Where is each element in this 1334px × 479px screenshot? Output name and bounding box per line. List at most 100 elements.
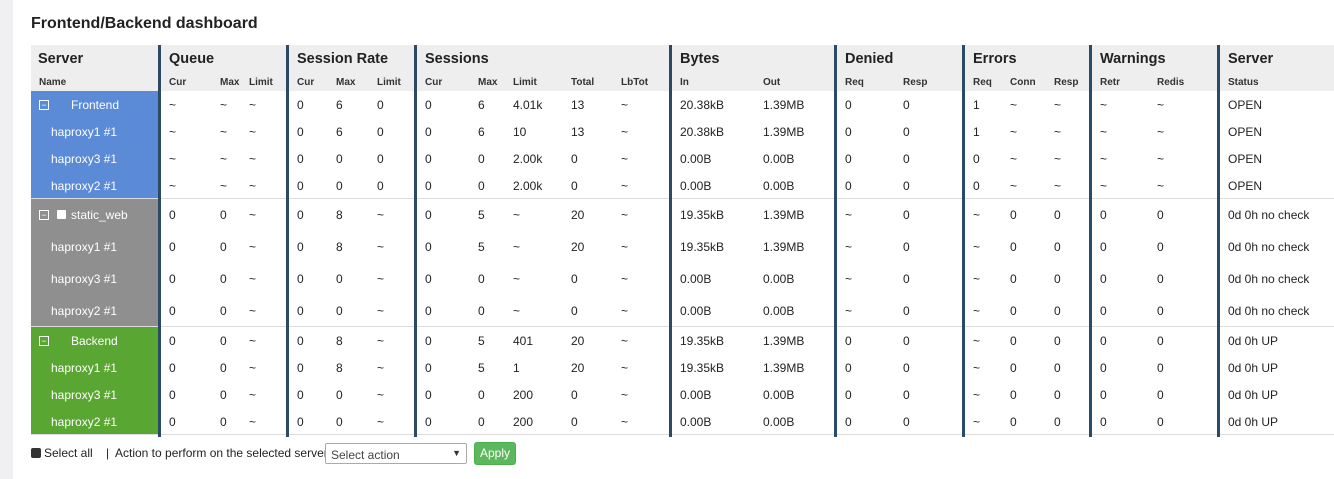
- cell-denied-resp: 0: [903, 208, 910, 222]
- cell-sessions-cur: 0: [425, 240, 432, 254]
- chevron-down-icon: ▼: [452, 448, 461, 458]
- cell-errors-resp: 0: [1054, 414, 1061, 429]
- cell-server-status: OPEN: [1228, 151, 1263, 166]
- server-name[interactable]: haproxy2 #1: [51, 414, 118, 429]
- cell-server-status: 0d 0h no check: [1228, 208, 1310, 222]
- cell-warnings-retr: 0: [1100, 208, 1107, 222]
- server-name[interactable]: haproxy3 #1: [51, 387, 118, 402]
- cell-queue-max: 0: [220, 387, 227, 402]
- cell-warnings-redis: 0: [1157, 304, 1164, 318]
- cell-warnings-redis: 0: [1157, 272, 1164, 286]
- group-name[interactable]: static_web: [71, 208, 128, 222]
- cell-queue-limit: ~: [249, 272, 257, 286]
- server-name[interactable]: haproxy1 #1: [51, 360, 118, 375]
- cell-bytes-in: 0.00B: [680, 414, 712, 429]
- cell-rate-max: 8: [336, 240, 343, 254]
- cell-queue-limit: ~: [249, 178, 257, 193]
- cell-server-status: 0d 0h no check: [1228, 304, 1310, 318]
- cell-errors-req: ~: [973, 414, 981, 429]
- cell-sessions-lbtot: ~: [621, 178, 629, 193]
- cell-queue-limit: ~: [249, 240, 257, 254]
- cell-denied-req: ~: [845, 240, 853, 254]
- cell-rate-max: 8: [336, 208, 343, 222]
- cell-rate-cur: 0: [297, 414, 304, 429]
- cell-rate-cur: 0: [297, 208, 304, 222]
- cell-queue-max: ~: [220, 97, 228, 112]
- server-name[interactable]: haproxy3 #1: [51, 272, 118, 286]
- cell-sessions-max: 0: [478, 387, 485, 402]
- cell-errors-resp: 0: [1054, 272, 1061, 286]
- group-header-bytes: Bytes: [680, 51, 720, 67]
- footer-separator: |: [106, 446, 110, 460]
- cell-queue-max: 0: [220, 360, 227, 375]
- cell-rate-cur: 0: [297, 272, 304, 286]
- cell-bytes-out: 1.39MB: [763, 333, 805, 348]
- cell-denied-resp: 0: [903, 151, 910, 166]
- apply-button[interactable]: Apply: [474, 442, 516, 465]
- cell-errors-conn: ~: [1010, 97, 1018, 112]
- cell-rate-limit: ~: [377, 414, 385, 429]
- cell-rate-limit: ~: [377, 240, 385, 254]
- column-header-sessions-max: Max: [478, 77, 498, 88]
- minus-box-icon[interactable]: −: [39, 335, 49, 346]
- cell-sessions-lbtot: ~: [621, 333, 629, 348]
- select-all-checkbox[interactable]: [31, 448, 41, 458]
- cell-rate-max: 0: [336, 178, 343, 193]
- server-name[interactable]: haproxy2 #1: [51, 304, 118, 318]
- cell-queue-limit: ~: [249, 124, 257, 139]
- cell-rate-cur: 0: [297, 360, 304, 375]
- cell-sessions-limit: 2.00k: [513, 151, 543, 166]
- cell-denied-resp: 0: [903, 124, 910, 139]
- cell-sessions-total: 0: [571, 151, 578, 166]
- group-select-checkbox[interactable]: [57, 210, 66, 219]
- column-header-errors-req: Req: [973, 77, 992, 88]
- action-select[interactable]: Select action ▼: [325, 443, 467, 464]
- cell-warnings-redis: 0: [1157, 208, 1164, 222]
- cell-warnings-retr: 0: [1100, 414, 1107, 429]
- group-header-server: Server: [38, 51, 84, 67]
- cell-warnings-retr: 0: [1100, 304, 1107, 318]
- cell-rate-max: 8: [336, 360, 343, 375]
- server-name[interactable]: haproxy1 #1: [51, 240, 118, 254]
- cell-sessions-lbtot: ~: [621, 124, 629, 139]
- server-name[interactable]: haproxy3 #1: [51, 151, 118, 166]
- cell-warnings-retr: ~: [1100, 124, 1108, 139]
- cell-denied-resp: 0: [903, 414, 910, 429]
- cell-rate-max: 0: [336, 272, 343, 286]
- cell-errors-conn: 0: [1010, 333, 1017, 348]
- cell-denied-req: 0: [845, 333, 852, 348]
- minus-box-icon[interactable]: −: [39, 210, 49, 220]
- cell-rate-limit: 0: [377, 124, 384, 139]
- cell-denied-req: 0: [845, 124, 852, 139]
- cell-rate-limit: ~: [377, 360, 385, 375]
- cell-server-status: 0d 0h no check: [1228, 272, 1310, 286]
- cell-errors-resp: 0: [1054, 240, 1061, 254]
- cell-queue-max: 0: [220, 414, 227, 429]
- server-name[interactable]: haproxy2 #1: [51, 178, 118, 193]
- cell-bytes-out: 1.39MB: [763, 97, 805, 112]
- group-name[interactable]: Backend: [71, 333, 118, 348]
- cell-errors-resp: 0: [1054, 360, 1061, 375]
- cell-denied-resp: 0: [903, 360, 910, 375]
- cell-sessions-max: 5: [478, 360, 485, 375]
- group-divider: [31, 326, 1334, 327]
- page-title: Frontend/Backend dashboard: [31, 15, 258, 32]
- group-divider: [31, 198, 1334, 199]
- cell-server-status: OPEN: [1228, 178, 1263, 193]
- cell-rate-max: 6: [336, 97, 343, 112]
- cell-errors-resp: ~: [1054, 151, 1062, 166]
- cell-sessions-total: 20: [571, 360, 585, 375]
- server-name[interactable]: haproxy1 #1: [51, 124, 118, 139]
- cell-bytes-out: 0.00B: [763, 272, 795, 286]
- group-name[interactable]: Frontend: [71, 97, 120, 112]
- cell-denied-resp: 0: [903, 97, 910, 112]
- select-all-label[interactable]: Select all: [44, 446, 93, 460]
- cell-queue-limit: ~: [249, 151, 257, 166]
- cell-warnings-redis: ~: [1157, 151, 1165, 166]
- cell-errors-resp: ~: [1054, 124, 1062, 139]
- cell-rate-cur: 0: [297, 178, 304, 193]
- minus-box-icon[interactable]: −: [39, 99, 49, 110]
- cell-warnings-redis: 0: [1157, 333, 1164, 348]
- cell-warnings-retr: ~: [1100, 178, 1108, 193]
- stats-table: Server Queue Session Rate Sessions Bytes Deni…: [31, 45, 1334, 437]
